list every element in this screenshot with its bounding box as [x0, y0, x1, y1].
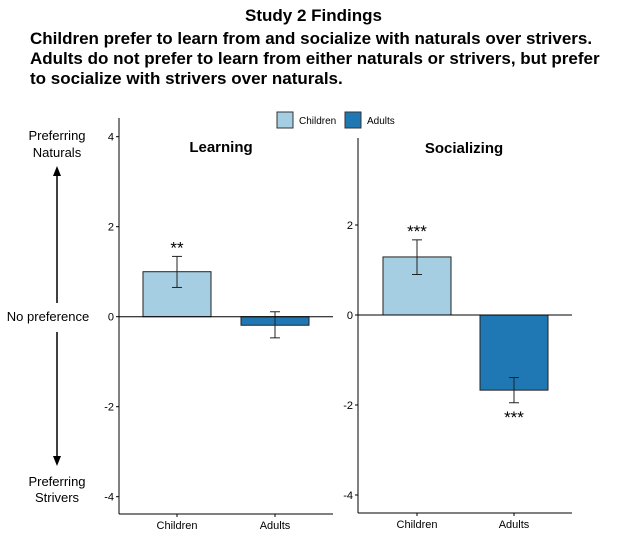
subtitle-line: to socialize with strivers over naturals… [30, 69, 343, 88]
significance-label: *** [407, 222, 427, 241]
subtitle-line: Adults do not prefer to learn from eithe… [30, 49, 600, 68]
y-tick-label: 0 [347, 310, 353, 322]
y-tick-label: -2 [104, 402, 114, 414]
x-tick-label: Children [157, 520, 198, 532]
figure-title: Study 2 Findings [245, 6, 382, 25]
y-tick-label: 2 [347, 220, 353, 232]
subtitle-line: Children prefer to learn from and social… [30, 29, 593, 48]
y-tick-label: 0 [108, 312, 114, 324]
figure-subtitle: Children prefer to learn from and social… [30, 29, 627, 89]
legend-label: Adults [367, 116, 395, 127]
y-tick-label: -4 [343, 490, 353, 502]
legend-swatch-children [276, 111, 294, 129]
arrow-down-icon [53, 456, 61, 466]
arrow-up-icon [53, 166, 61, 176]
side-label-top: Naturals [33, 145, 82, 160]
significance-label: ** [170, 238, 184, 257]
side-label-bottom: Preferring [28, 474, 85, 489]
side-label-middle: No preference [7, 309, 89, 324]
panel-title: Learning [189, 139, 252, 156]
y-tick-label: -2 [343, 400, 353, 412]
x-tick-label: Adults [499, 519, 530, 531]
panel-title: Socializing [425, 140, 503, 157]
side-label-bottom: Strivers [35, 490, 80, 505]
y-tick-label: 4 [108, 132, 114, 144]
significance-label: *** [504, 408, 524, 427]
x-tick-label: Children [397, 519, 438, 531]
x-tick-label: Adults [260, 520, 291, 532]
legend-swatch-adults [344, 111, 362, 129]
side-label-top: Preferring [28, 128, 85, 143]
y-tick-label: -4 [104, 492, 114, 504]
legend-label: Children [299, 116, 336, 127]
y-tick-label: 2 [108, 222, 114, 234]
